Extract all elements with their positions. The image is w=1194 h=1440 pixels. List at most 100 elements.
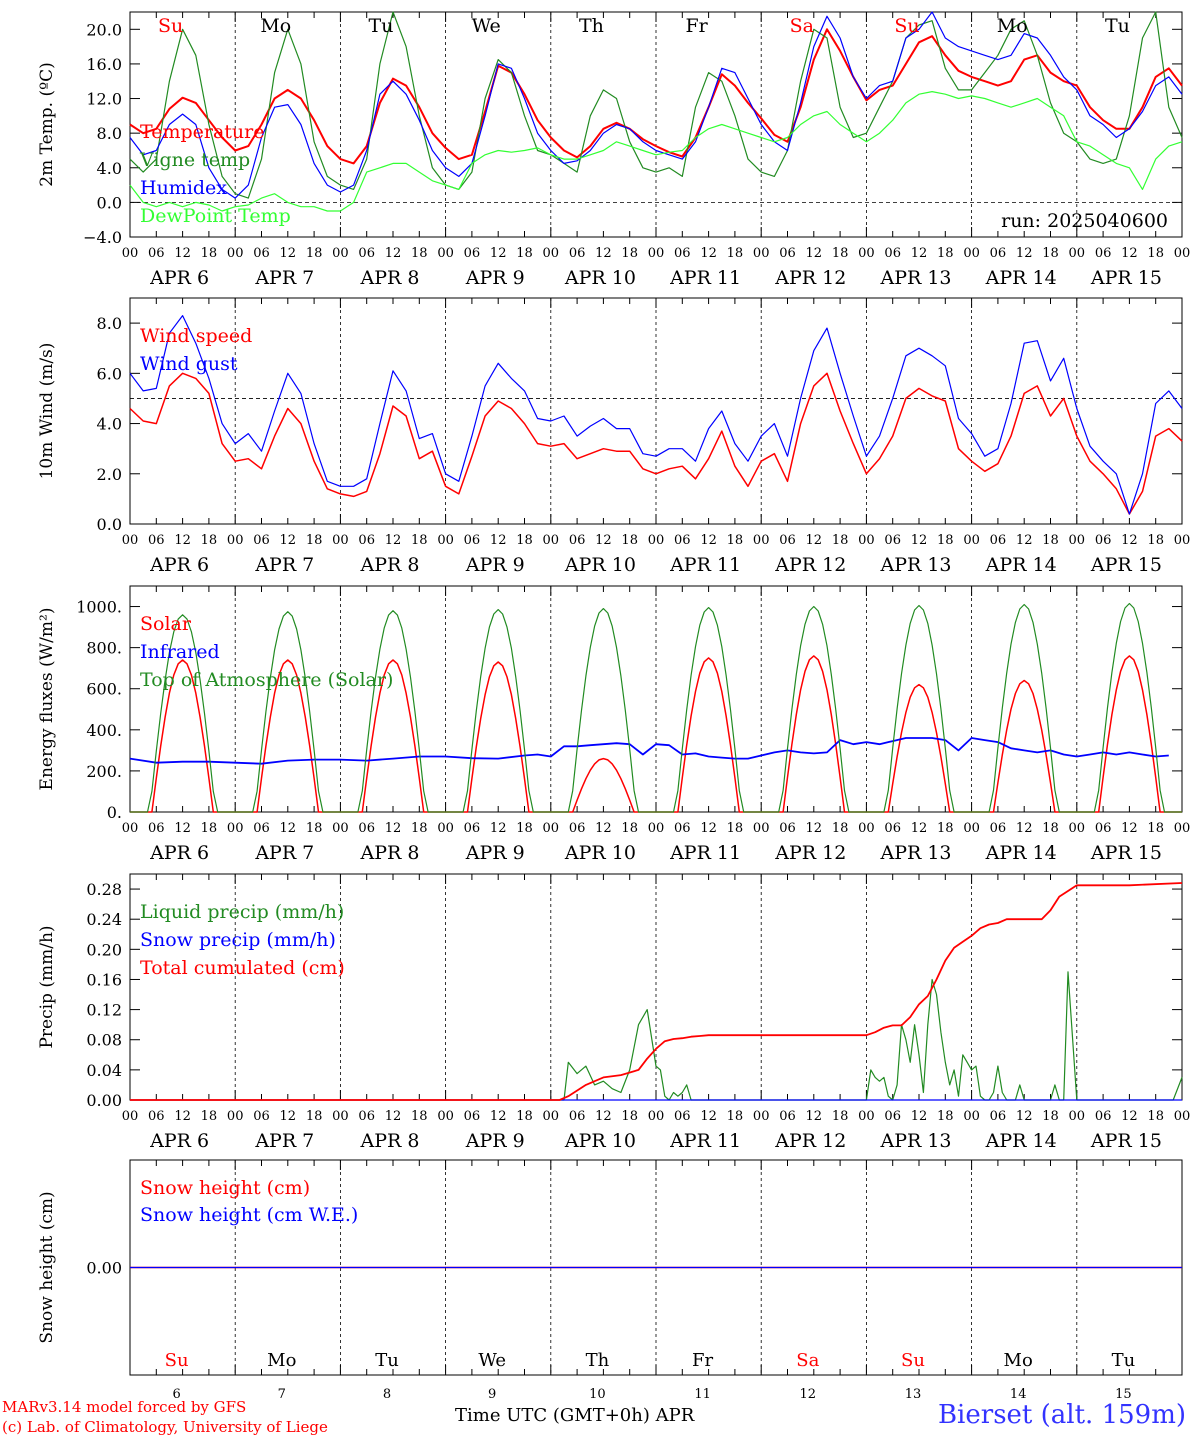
hour-tick-label: 00 xyxy=(437,246,454,261)
hour-tick-label: 00 xyxy=(753,1109,770,1124)
hour-tick-label: 18 xyxy=(306,821,323,836)
hour-tick-label: 18 xyxy=(1042,533,1059,548)
date-label: APR 15 xyxy=(1090,1130,1162,1152)
hour-tick-label: 00 xyxy=(648,821,665,836)
date-label: APR 7 xyxy=(254,1130,314,1152)
hour-tick-label: 06 xyxy=(464,246,481,261)
hour-tick-label: 12 xyxy=(385,533,402,548)
hour-tick-label: 18 xyxy=(727,1109,744,1124)
legend-entry: Top of Atmosphere (Solar) xyxy=(140,669,393,691)
hour-tick-label: 00 xyxy=(1069,246,1086,261)
hour-tick-label: 00 xyxy=(963,821,980,836)
legend-entry: Liquid precip (mm/h) xyxy=(140,901,344,923)
lab-credit: (c) Lab. of Climatology, University of L… xyxy=(2,1418,328,1436)
day-number-label: 10 xyxy=(589,1387,606,1400)
hour-tick-label: 06 xyxy=(253,246,270,261)
hour-tick-label: 18 xyxy=(727,246,744,261)
hour-tick-label: 12 xyxy=(700,246,717,261)
hour-tick-label: 06 xyxy=(884,1109,901,1124)
hour-tick-label: 00 xyxy=(437,821,454,836)
hour-tick-label: 06 xyxy=(569,1109,586,1124)
hour-tick-label: 00 xyxy=(1069,533,1086,548)
date-label: APR 9 xyxy=(465,267,525,289)
legend-entry: Vigne temp xyxy=(139,149,250,171)
legend-entry: Wind speed xyxy=(140,325,252,347)
y-tick-label: 2.0 xyxy=(97,465,122,484)
hour-tick-label: 00 xyxy=(227,821,244,836)
date-label: APR 12 xyxy=(774,267,846,289)
hour-tick-label: 18 xyxy=(1042,821,1059,836)
legend-entry: Infrared xyxy=(140,641,220,663)
date-label: APR 8 xyxy=(360,267,420,289)
y-axis-label-snow: Snow height (cm) xyxy=(37,1191,57,1343)
date-label: APR 10 xyxy=(564,842,636,864)
hour-tick-label: 12 xyxy=(700,821,717,836)
day-number-label: 15 xyxy=(1115,1387,1132,1400)
hour-tick-label: 06 xyxy=(779,246,796,261)
hour-tick-label: 18 xyxy=(516,821,533,836)
legend-entry: Snow height (cm) xyxy=(140,1177,310,1199)
hour-tick-label: 18 xyxy=(201,821,218,836)
y-tick-label: 0.0 xyxy=(97,193,122,212)
y-tick-label: −4.0 xyxy=(83,228,122,247)
station-name: Bierset (alt. 159m) xyxy=(937,1400,1186,1430)
hour-tick-label: 12 xyxy=(1121,821,1138,836)
legend-entry: Humidex xyxy=(140,177,227,199)
hour-tick-label: 06 xyxy=(464,533,481,548)
hour-tick-label: 18 xyxy=(621,533,638,548)
legend-entry: Solar xyxy=(140,613,192,635)
date-label: APR 8 xyxy=(360,554,420,576)
hour-tick-label: 12 xyxy=(174,533,191,548)
date-label: APR 15 xyxy=(1090,267,1162,289)
date-label: APR 6 xyxy=(149,842,209,864)
series-line-humidex xyxy=(129,11,1183,199)
hour-tick-label: 12 xyxy=(1121,533,1138,548)
hour-tick-label: 06 xyxy=(1095,533,1112,548)
day-number-label: 7 xyxy=(278,1387,286,1400)
weekday-label-top: Tu xyxy=(369,15,394,37)
hour-tick-label: 00 xyxy=(543,1109,560,1124)
hour-tick-label: 18 xyxy=(1147,533,1164,548)
weekday-label-bottom: We xyxy=(478,1350,506,1371)
hour-tick-label: 12 xyxy=(911,533,928,548)
hour-tick-label: 00 xyxy=(122,246,139,261)
hour-tick-label: 18 xyxy=(832,821,849,836)
hour-tick-label: 18 xyxy=(621,821,638,836)
hour-tick-label: 06 xyxy=(1095,821,1112,836)
hour-tick-label: 00 xyxy=(753,821,770,836)
hour-tick-label: 06 xyxy=(674,1109,691,1124)
hour-tick-label: 12 xyxy=(806,1109,823,1124)
y-tick-label: 600. xyxy=(86,680,122,699)
day-number-label: 13 xyxy=(905,1387,922,1400)
panel-frame-temp xyxy=(129,11,1183,238)
hour-tick-label: 12 xyxy=(174,1109,191,1124)
hour-tick-label: 18 xyxy=(516,246,533,261)
hour-tick-label: 06 xyxy=(148,246,165,261)
hour-tick-label: 00 xyxy=(227,1109,244,1124)
hour-tick-label: 06 xyxy=(253,821,270,836)
hour-tick-label: 00 xyxy=(543,246,560,261)
hour-tick-label: 18 xyxy=(1147,821,1164,836)
hour-tick-label: 06 xyxy=(779,821,796,836)
date-label: APR 13 xyxy=(879,554,951,576)
date-label: APR 10 xyxy=(564,554,636,576)
series-line-temperature xyxy=(129,28,1183,165)
y-tick-label: 0.0 xyxy=(97,515,122,534)
hour-tick-label: 12 xyxy=(1016,246,1033,261)
hour-tick-label: 06 xyxy=(358,533,375,548)
hour-tick-label: 12 xyxy=(911,821,928,836)
hour-tick-label: 06 xyxy=(148,1109,165,1124)
hour-tick-label: 06 xyxy=(674,533,691,548)
date-label: APR 14 xyxy=(985,1130,1057,1152)
hour-tick-label: 18 xyxy=(937,246,954,261)
weekday-label-bottom: Mo xyxy=(1004,1350,1033,1371)
y-axis-label-precip: Precip (mm/h) xyxy=(37,925,57,1048)
date-label: APR 12 xyxy=(774,554,846,576)
hour-tick-label: 06 xyxy=(990,1109,1007,1124)
hour-tick-label: 06 xyxy=(884,246,901,261)
date-label: APR 9 xyxy=(465,842,525,864)
y-tick-label: 0.28 xyxy=(86,880,122,899)
y-tick-label: 1000. xyxy=(76,598,122,617)
weekday-label-top: Sa xyxy=(790,15,814,37)
hour-tick-label: 18 xyxy=(937,533,954,548)
